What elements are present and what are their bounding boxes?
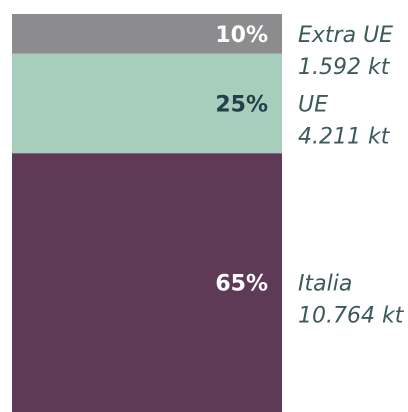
- segment-percent-label: 65%: [215, 272, 268, 297]
- series-amount-label: 10.764 kt: [298, 304, 405, 329]
- series-name-label: UE: [298, 93, 328, 118]
- segment-percent-label: 25%: [215, 93, 268, 118]
- series-amount-label: 4.211 kt: [298, 125, 391, 150]
- segment-percent-label: 10%: [215, 23, 268, 48]
- series-name-label: Italia: [298, 272, 352, 297]
- series-amount-label: 1.592 kt: [298, 55, 391, 80]
- series-name-label: Extra UE: [298, 23, 393, 48]
